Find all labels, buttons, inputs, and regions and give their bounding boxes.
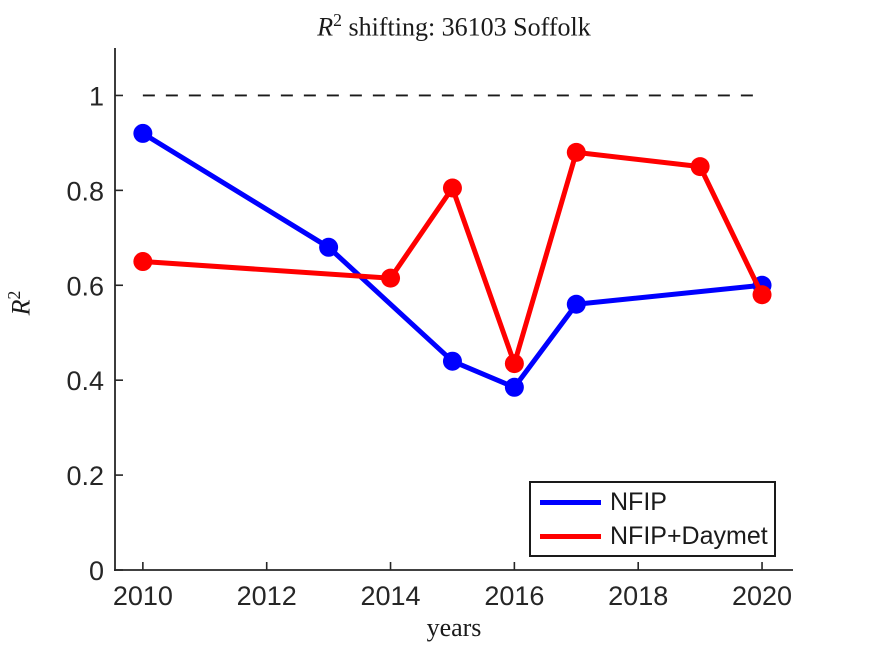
x-tick-label-2016: 2016 [484,581,544,611]
x-axis-label: years [426,613,482,642]
y-axis-label: R2 [4,283,44,323]
ylabel-superscript: 2 [4,290,24,300]
nfip-line-sample [540,499,601,505]
nfip-marker-2010 [133,123,153,143]
legend-entry-nfip-daymet: NFIP+Daymet [531,519,774,553]
x-tick-label-2012: 2012 [237,581,297,611]
nfip-daymet-marker-2020 [752,285,772,305]
nfip-marker-2015 [442,351,462,371]
x-tick-label-2014: 2014 [360,581,420,611]
title-math-variable: R [317,12,334,42]
y-tick-label-0: 0 [89,556,104,586]
legend-entry-nfip: NFIP [531,485,774,519]
title-superscript: 2 [333,10,343,30]
y-tick-label-0.8: 0.8 [66,176,104,206]
nfip-daymet-marker-2010 [133,252,153,272]
nfip-daymet-line-sample [540,533,601,539]
nfip-marker-2016 [504,377,524,397]
nfip-daymet-marker-2017 [566,142,586,162]
x-tick-label-2020: 2020 [732,581,792,611]
legend-box: NFIP NFIP+Daymet [529,481,776,557]
nfip-marker-2017 [566,294,586,314]
legend-label-nfip: NFIP [610,487,667,516]
series-layer [133,123,772,397]
ylabel-math-variable: R [6,299,36,316]
legend-label-nfip-daymet: NFIP+Daymet [610,521,768,550]
nfip-daymet-marker-2014 [381,268,401,288]
title-text: shifting: 36103 Soffolk [342,12,591,42]
y-tick-label-1: 1 [89,81,104,111]
y-tick-label-0.4: 0.4 [66,366,104,396]
axes-layer: 2010 2012 2014 2016 2018 2020 0 0.2 0.4 0.6 0.8 1 [66,48,793,611]
nfip-daymet-marker-2015 [442,178,462,198]
nfip-daymet-marker-2016 [504,354,524,374]
chart-title: R2 shifting: 36103 Soffolk [115,10,793,43]
y-tick-label-0.6: 0.6 [66,271,104,301]
y-tick-label-0.2: 0.2 [66,461,104,491]
nfip-line [140,130,765,390]
x-tick-label-2010: 2010 [113,581,173,611]
nfip-marker-2013 [319,237,339,257]
nfip-daymet-marker-2019 [690,157,710,177]
x-tick-label-2018: 2018 [608,581,668,611]
